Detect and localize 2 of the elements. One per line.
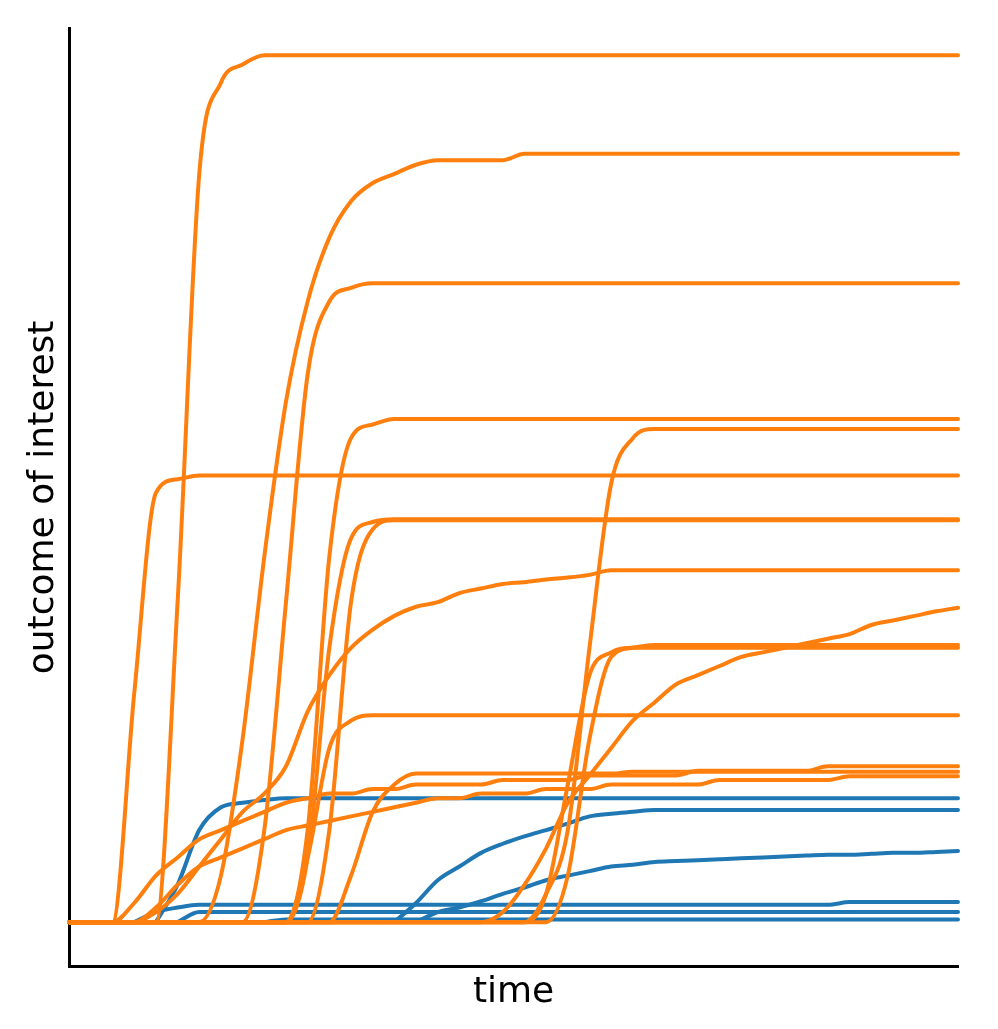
x-axis-title: time (472, 968, 555, 1010)
y-axis-title: outcome of interest (19, 320, 61, 675)
